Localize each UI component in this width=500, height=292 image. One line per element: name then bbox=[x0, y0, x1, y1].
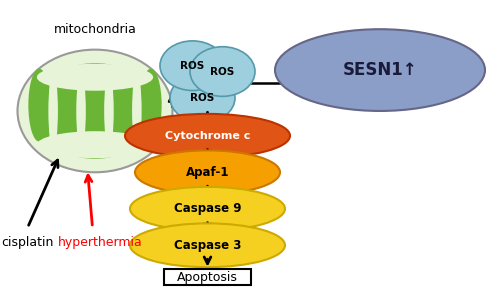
Ellipse shape bbox=[56, 80, 78, 153]
Ellipse shape bbox=[37, 131, 153, 158]
Ellipse shape bbox=[76, 72, 86, 150]
FancyBboxPatch shape bbox=[164, 269, 251, 286]
Text: hyperthermia: hyperthermia bbox=[58, 236, 142, 249]
Ellipse shape bbox=[190, 47, 255, 96]
Text: Caspase 3: Caspase 3 bbox=[174, 239, 241, 252]
Ellipse shape bbox=[104, 72, 114, 150]
Ellipse shape bbox=[160, 41, 225, 91]
Ellipse shape bbox=[84, 69, 106, 142]
Text: Caspase 9: Caspase 9 bbox=[174, 202, 241, 215]
Ellipse shape bbox=[32, 63, 158, 159]
Ellipse shape bbox=[130, 187, 285, 231]
Ellipse shape bbox=[140, 69, 162, 142]
Ellipse shape bbox=[28, 69, 50, 142]
Ellipse shape bbox=[170, 73, 235, 123]
Text: ROS: ROS bbox=[180, 61, 204, 71]
Text: mitochondria: mitochondria bbox=[54, 23, 136, 36]
Ellipse shape bbox=[132, 72, 141, 150]
Text: Cytochrome c: Cytochrome c bbox=[165, 131, 250, 141]
Text: ROS: ROS bbox=[190, 93, 214, 103]
Text: ROS: ROS bbox=[210, 67, 234, 77]
Ellipse shape bbox=[37, 64, 153, 91]
Ellipse shape bbox=[18, 50, 172, 172]
Ellipse shape bbox=[48, 72, 58, 150]
Ellipse shape bbox=[125, 114, 290, 158]
Ellipse shape bbox=[135, 150, 280, 194]
Ellipse shape bbox=[112, 80, 134, 153]
Text: Apaf-1: Apaf-1 bbox=[186, 166, 229, 179]
Text: cisplatin: cisplatin bbox=[2, 236, 54, 249]
Text: Apoptosis: Apoptosis bbox=[177, 271, 238, 284]
Text: SESN1↑: SESN1↑ bbox=[342, 61, 417, 79]
Ellipse shape bbox=[130, 223, 285, 267]
Ellipse shape bbox=[275, 29, 485, 111]
